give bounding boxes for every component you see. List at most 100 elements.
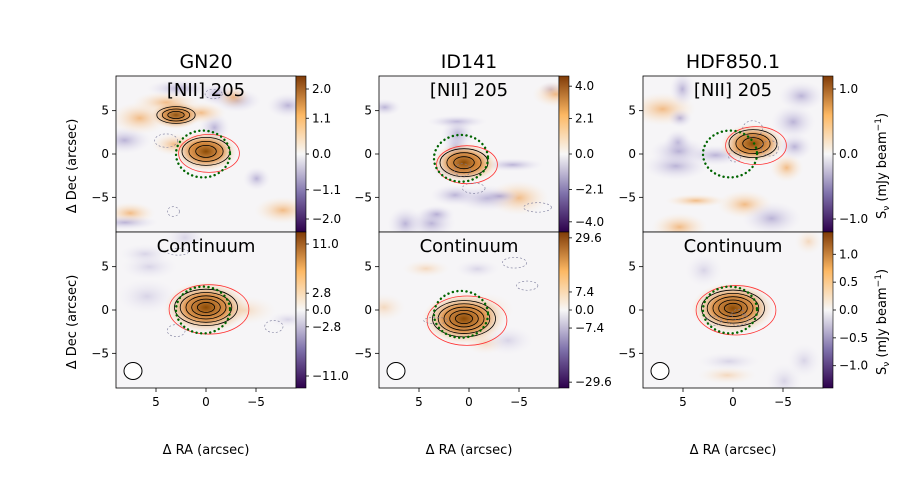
noise-negative — [418, 205, 455, 224]
colorbar-tick-label: 1.1 — [312, 111, 331, 125]
negative-contour — [454, 163, 471, 177]
negative-contour — [726, 313, 749, 326]
y-tick-label: −5 — [354, 190, 372, 204]
colorbar-tick-label: 11.0 — [312, 237, 339, 251]
negative-contour — [742, 120, 763, 137]
panel-label: Continuum — [157, 236, 256, 257]
y-tick-label: −5 — [618, 190, 636, 204]
colorbar-tick-label: 1.0 — [839, 82, 858, 96]
contour — [446, 152, 482, 174]
contour — [185, 295, 227, 320]
colorbar — [295, 75, 307, 233]
contour — [735, 133, 771, 155]
y-tick-label: 0 — [628, 303, 636, 317]
colorbar-tick-label: 4.0 — [575, 79, 594, 93]
contour — [179, 292, 233, 323]
colorbar-tick-label: 0.0 — [575, 303, 594, 317]
contour — [167, 111, 185, 120]
y-tick-label: 5 — [364, 260, 372, 274]
contour — [195, 144, 217, 158]
negative-contour — [502, 257, 527, 269]
y-tick-label: 5 — [628, 260, 636, 274]
noise-negative — [268, 311, 296, 328]
negative-contour — [462, 182, 486, 194]
negative-contour — [264, 320, 284, 333]
x-axis-label-0: Δ RA (arcsec) — [163, 443, 250, 458]
colorbar-tick-label: 0.0 — [312, 303, 331, 317]
noise-negative — [778, 80, 823, 112]
negative-contour — [166, 206, 180, 217]
noise-negative — [146, 79, 212, 98]
colorbar-tick-label: 0.5 — [839, 275, 858, 289]
contour — [718, 299, 748, 317]
panel-GN20-line: [NII] 205 5 0 −5 2.0 1.1 0.0 −1.1 −2.0 — [91, 75, 341, 236]
y-tick-label: 0 — [364, 303, 372, 317]
x-tick-label: −5 — [774, 395, 792, 409]
y-tick-label: 5 — [101, 260, 109, 274]
noise-negative — [379, 98, 402, 116]
noise-negative — [387, 206, 424, 232]
noise-negative — [120, 254, 178, 280]
colorbar-tick-label: −7.4 — [575, 321, 604, 335]
colorbar-tick-label: −2.0 — [312, 212, 341, 226]
noise-negative — [266, 92, 296, 119]
noise-positive — [794, 232, 823, 255]
red-contour — [436, 145, 498, 185]
noise-negative — [116, 278, 178, 315]
colorbar — [558, 231, 570, 389]
panel-image — [643, 76, 823, 232]
column-title-1: ID141 — [441, 51, 498, 73]
emission-peak — [691, 282, 775, 335]
contour — [437, 303, 491, 334]
colorbar — [822, 231, 834, 389]
contour — [701, 289, 765, 327]
contour — [453, 156, 475, 170]
colorbar-tick-label: −1.1 — [312, 183, 341, 197]
colorbar-tick-label: 0.0 — [575, 147, 594, 161]
noise-negative — [776, 133, 813, 161]
colorbar-tick-label: −0.5 — [839, 331, 868, 345]
source-circle — [432, 133, 490, 183]
red-contour — [178, 133, 240, 173]
y-tick-label: 5 — [628, 104, 636, 118]
red-contour — [695, 285, 777, 336]
noise-positive — [216, 85, 251, 109]
panel-ID141-continuum: Continuum 5 0 −5 5 0 −5 29.6 7.4 0.0 −7.4 −29.6 — [354, 231, 611, 409]
noise-positive — [402, 259, 450, 278]
contour — [188, 140, 224, 162]
negative-contour — [731, 308, 746, 321]
y-axis-label-top: Δ Dec (arcsec) — [65, 119, 80, 214]
colorbar-tick-label: −29.6 — [575, 375, 612, 389]
y-tick-label: 5 — [364, 104, 372, 118]
contour — [181, 136, 231, 166]
noise-negative — [164, 232, 206, 254]
source-circle — [701, 285, 759, 335]
colorbar-tick-label: −4.0 — [575, 215, 604, 229]
beam-ellipse — [386, 362, 406, 380]
colorbar-tick-label: 7.4 — [575, 285, 594, 299]
colorbar — [295, 231, 307, 389]
column-title-0: GN20 — [179, 51, 232, 73]
y-tick-label: −5 — [91, 190, 109, 204]
colorbar-tick-label: 29.6 — [575, 231, 602, 245]
emission-peak — [164, 281, 248, 334]
noise-positive — [254, 196, 296, 224]
noise-negative — [116, 215, 159, 230]
panel-image — [116, 76, 296, 232]
negative-contour — [204, 88, 223, 100]
contour — [191, 298, 221, 317]
noise-negative — [455, 259, 500, 279]
panel-HDF850.1-line: [NII] 205 5 0 −5 1.0 0.0 −1.0 — [618, 75, 868, 236]
panel-label: [NII] 205 — [167, 80, 245, 101]
x-tick-label: 5 — [679, 395, 687, 409]
colorbar-tick-label: −2.1 — [575, 183, 604, 197]
x-axis-label-1: Δ RA (arcsec) — [426, 443, 513, 458]
contour — [156, 106, 196, 124]
y-tick-label: 0 — [364, 147, 372, 161]
panel-GN20-continuum: Continuum 5 0 −5 5 0 −5 11.0 2.8 0.0 −2.8 −11.0 — [91, 231, 349, 409]
contour — [443, 306, 485, 331]
noise-positive — [532, 81, 559, 108]
colorbar-tick-label: 2.8 — [312, 286, 331, 300]
noise-positive — [665, 194, 727, 208]
